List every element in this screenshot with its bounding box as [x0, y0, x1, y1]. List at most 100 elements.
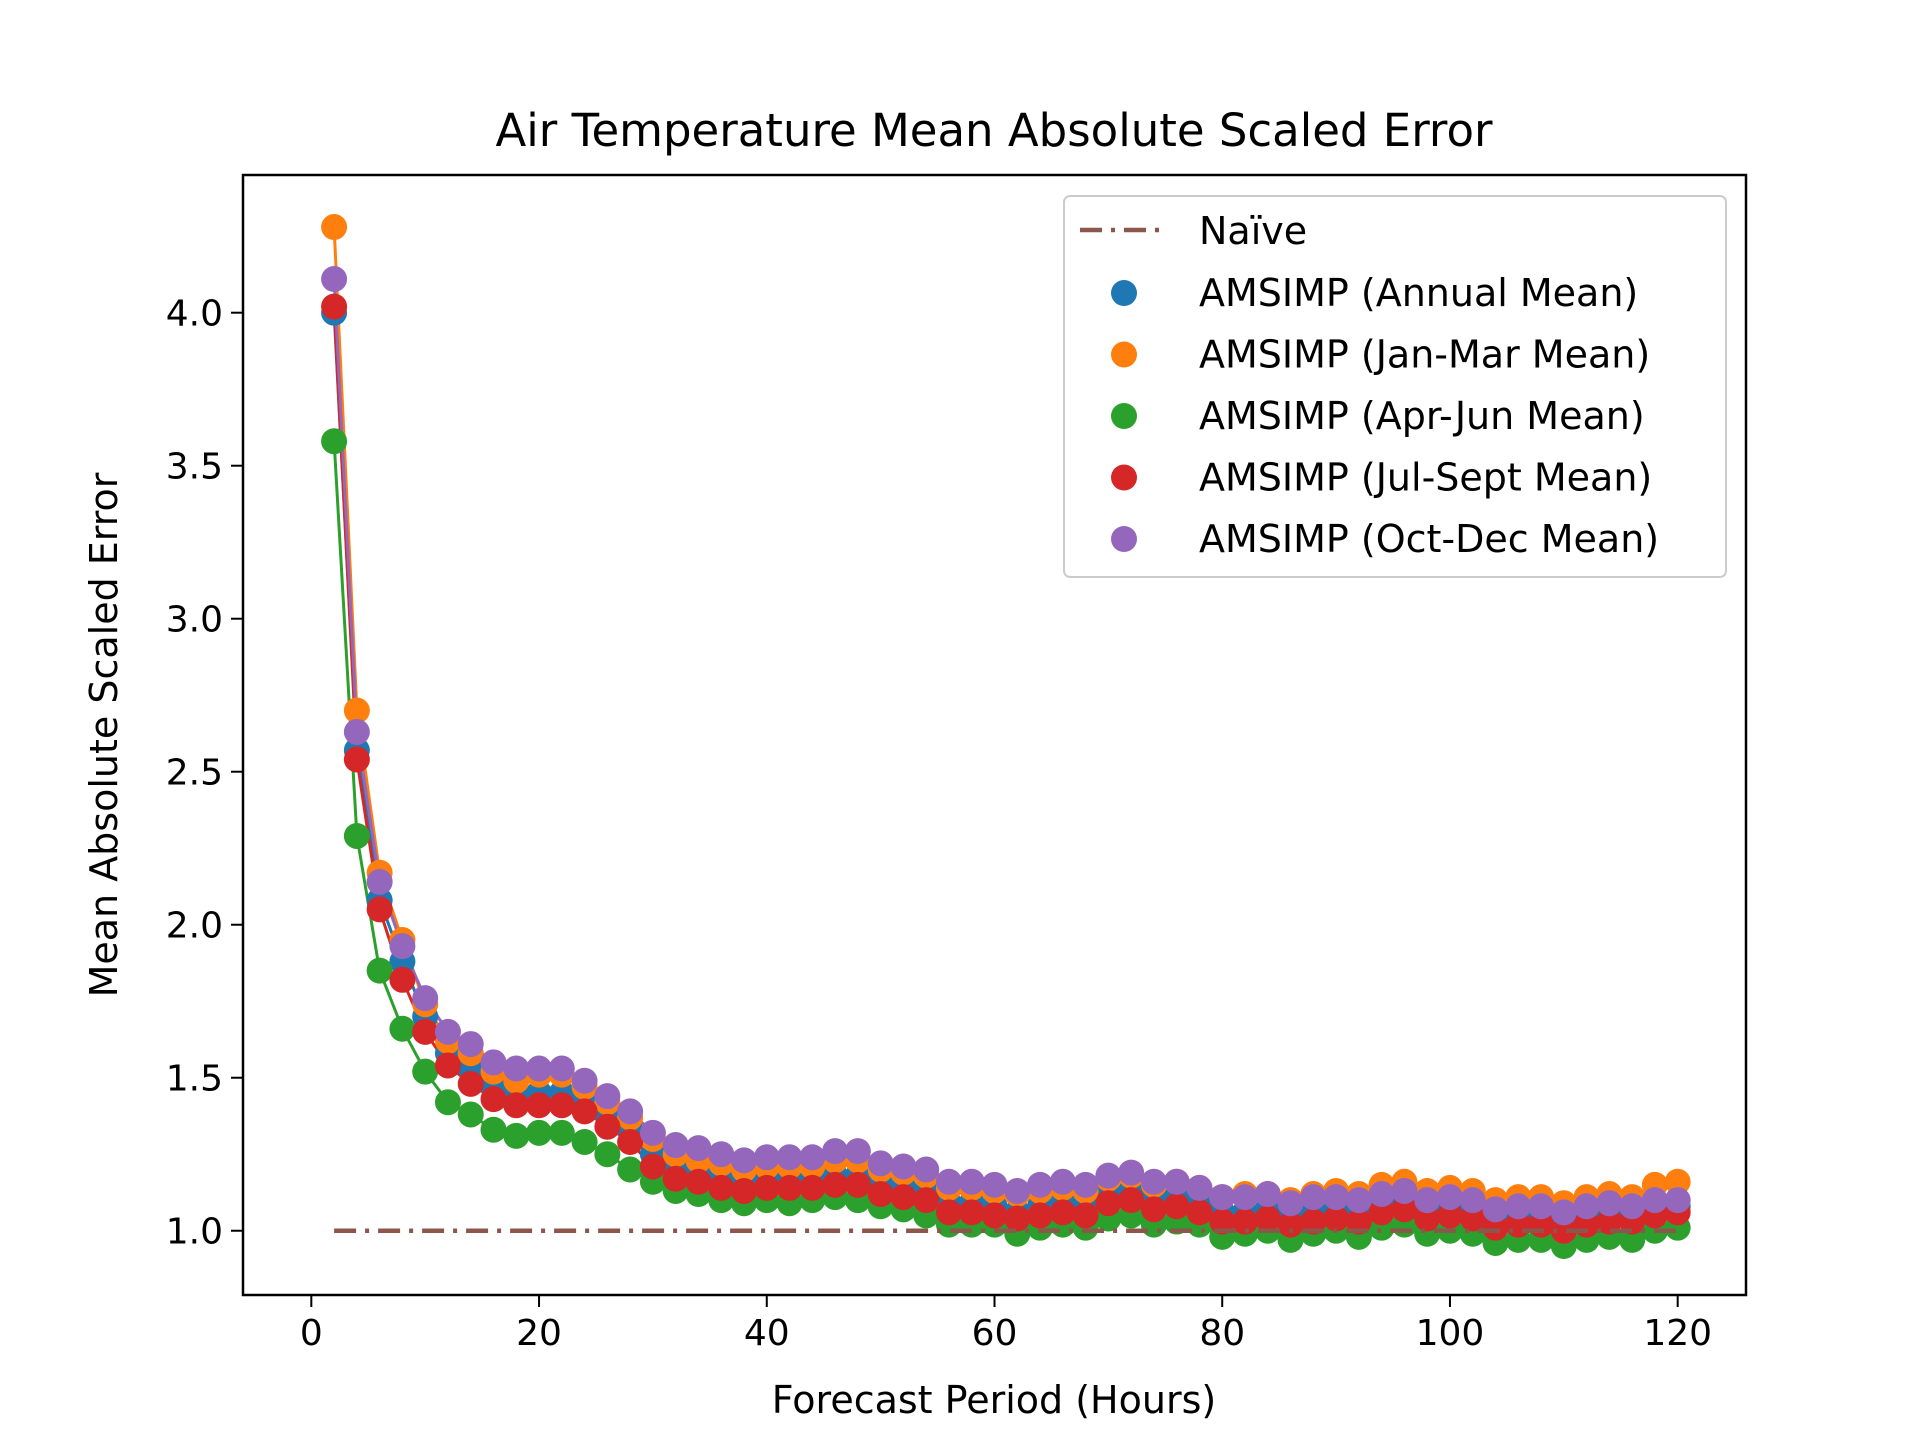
data-point	[1596, 1208, 1623, 1235]
data-point	[366, 868, 393, 895]
data-point	[1664, 1168, 1691, 1195]
data-point	[480, 1049, 507, 1076]
data-point	[1254, 1181, 1281, 1208]
data-point	[617, 1156, 644, 1183]
data-point	[981, 1202, 1008, 1229]
data-point	[1254, 1205, 1281, 1232]
data-point	[526, 1092, 553, 1119]
legend-entries: AMSIMP (Annual Mean) AMSIMP (Jan-Mar Mean…	[1111, 271, 1659, 561]
data-point	[480, 1086, 507, 1113]
data-point	[1323, 1205, 1350, 1232]
y-tick-label: 4.0	[166, 294, 223, 335]
data-point	[1118, 1159, 1145, 1186]
data-point	[753, 1144, 780, 1171]
data-point	[389, 966, 416, 993]
data-point	[731, 1147, 757, 1174]
data-point	[412, 1058, 439, 1085]
data-point	[1300, 1184, 1327, 1211]
data-point	[1277, 1211, 1304, 1238]
data-point	[1300, 1208, 1327, 1235]
legend-marker	[1111, 341, 1137, 368]
data-point	[594, 1113, 621, 1140]
data-point	[1391, 1177, 1418, 1204]
x-tick-label: 40	[744, 1313, 790, 1354]
y-tick-label: 3.5	[166, 447, 223, 488]
data-point	[890, 1184, 917, 1211]
legend-label: AMSIMP (Jan-Mar Mean)	[1199, 333, 1650, 377]
data-point	[913, 1156, 940, 1183]
data-point	[457, 1031, 484, 1058]
data-point	[343, 822, 370, 849]
data-point	[1140, 1168, 1167, 1195]
data-point	[1004, 1177, 1031, 1204]
data-point	[958, 1168, 985, 1195]
y-tick-label: 3.0	[166, 600, 223, 641]
data-point	[503, 1092, 530, 1119]
data-point	[1368, 1181, 1395, 1208]
data-point	[321, 214, 348, 241]
data-point	[1209, 1184, 1236, 1211]
x-tick-label: 100	[1416, 1313, 1485, 1354]
data-point	[548, 1119, 575, 1146]
y-tick-label: 2.0	[166, 906, 223, 947]
data-point	[321, 266, 348, 293]
data-point	[457, 1070, 484, 1097]
data-point	[639, 1153, 666, 1180]
data-point	[844, 1138, 871, 1165]
data-point	[776, 1174, 803, 1201]
data-point	[685, 1135, 712, 1162]
data-point	[434, 1052, 461, 1079]
data-point	[1550, 1199, 1577, 1226]
data-point	[1414, 1187, 1441, 1214]
data-point	[935, 1199, 962, 1226]
data-point	[343, 697, 370, 724]
data-point	[321, 293, 348, 320]
data-point	[935, 1168, 962, 1195]
data-point	[1072, 1202, 1099, 1229]
data-point	[1459, 1205, 1486, 1232]
data-point	[1186, 1199, 1213, 1226]
data-point	[1368, 1199, 1395, 1226]
legend-marker	[1111, 403, 1137, 429]
data-point	[1459, 1187, 1486, 1214]
data-point	[571, 1098, 598, 1125]
data-point	[1163, 1168, 1190, 1195]
data-point	[799, 1144, 826, 1171]
data-point	[1550, 1217, 1577, 1244]
data-point	[1232, 1184, 1258, 1211]
legend-label: AMSIMP (Jul-Sept Mean)	[1199, 456, 1652, 500]
data-point	[1095, 1190, 1122, 1217]
data-point	[1345, 1208, 1372, 1235]
data-point	[617, 1128, 644, 1155]
data-point	[1436, 1202, 1463, 1229]
data-point	[1482, 1214, 1509, 1241]
data-point	[867, 1150, 894, 1177]
data-point	[503, 1122, 530, 1149]
y-axis-ticks: 1.0 1.5 2.0 2.5 3.0 3.5 4.0	[166, 294, 243, 1253]
data-point	[434, 1089, 461, 1116]
x-axis-label: Forecast Period (Hours)	[772, 1378, 1216, 1422]
data-point	[1573, 1193, 1600, 1220]
data-point	[844, 1171, 871, 1198]
data-point	[662, 1132, 689, 1159]
data-point	[822, 1138, 849, 1165]
legend-naive-label: Naïve	[1199, 209, 1307, 253]
data-point	[639, 1119, 666, 1146]
data-point	[913, 1187, 940, 1214]
data-point	[321, 428, 348, 455]
x-axis-ticks: 0 20 40 60 80 100 120	[300, 1295, 1712, 1354]
data-point	[594, 1083, 621, 1110]
data-point	[867, 1181, 894, 1208]
data-point	[890, 1153, 917, 1180]
y-tick-label: 1.0	[166, 1212, 223, 1253]
data-point	[526, 1055, 553, 1082]
data-point	[708, 1174, 735, 1201]
data-point	[389, 933, 416, 960]
data-point	[1436, 1184, 1463, 1211]
data-point	[1118, 1187, 1145, 1214]
data-point	[776, 1144, 803, 1171]
data-point	[1027, 1202, 1054, 1229]
data-point	[480, 1116, 507, 1143]
data-point	[662, 1165, 689, 1192]
data-point	[366, 957, 393, 984]
